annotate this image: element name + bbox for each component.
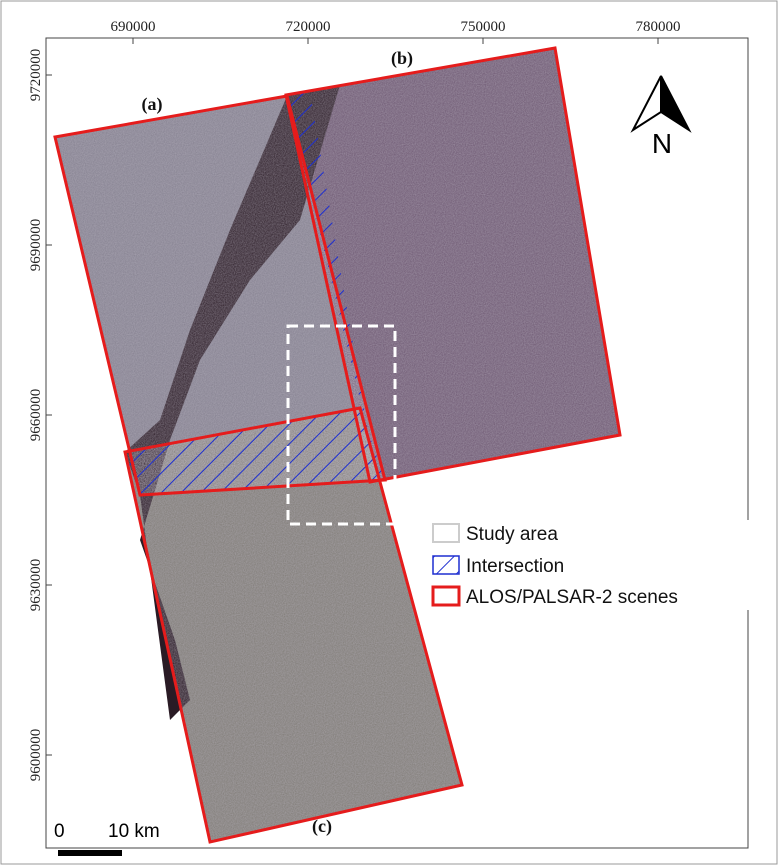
scale-start: 0	[54, 821, 65, 842]
study-area	[286, 324, 397, 526]
x-tick-label: 720000	[286, 19, 331, 35]
scale-end: 10 km	[108, 821, 160, 842]
y-tick-label: 9720000	[28, 49, 44, 102]
legend-box	[426, 520, 756, 610]
scene-label: (a)	[142, 94, 163, 115]
legend-swatch	[432, 555, 460, 575]
scene-label: (c)	[312, 816, 332, 837]
scale-bar	[58, 850, 122, 856]
y-tick-label: 9660000	[28, 389, 44, 442]
scene-label: (b)	[391, 48, 413, 69]
x-tick-label: 780000	[636, 19, 681, 35]
coordinate-ticks: 690000 720000 750000 780000 9720000 9690000 96…	[28, 19, 681, 781]
imagery	[55, 48, 620, 842]
legend-label: ALOS/PALSAR-2 scenes	[466, 587, 678, 608]
y-tick-label: 9630000	[28, 559, 44, 612]
legend-label: Intersection	[466, 556, 564, 577]
x-tick-label: 750000	[461, 19, 506, 35]
scene-outlines	[53, 46, 622, 844]
intersection	[125, 408, 385, 495]
north-label: N	[652, 128, 672, 159]
north-arrow	[630, 75, 692, 133]
legend-swatch	[431, 585, 461, 607]
legend-label: Study area	[466, 524, 558, 545]
y-tick-label: 9600000	[28, 729, 44, 782]
y-tick-label: 9690000	[28, 219, 44, 272]
x-tick-label: 690000	[111, 19, 156, 35]
legend-swatch	[432, 523, 460, 543]
